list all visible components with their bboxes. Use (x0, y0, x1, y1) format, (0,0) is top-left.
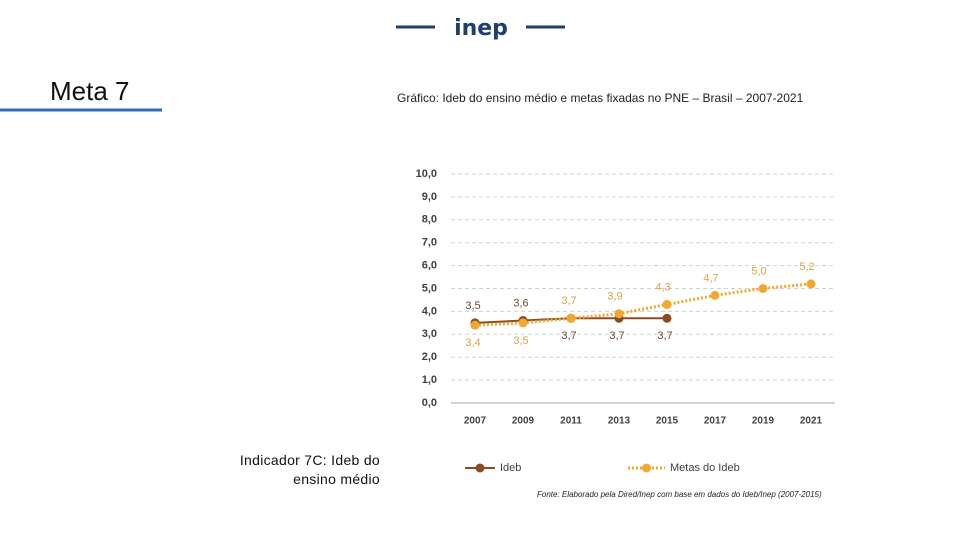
data-point (566, 313, 576, 323)
y-tick-label: 10,0 (416, 168, 437, 180)
value-label: 4,3 (655, 281, 670, 293)
value-label: 3,5 (513, 335, 528, 347)
value-label: 3,7 (561, 330, 576, 342)
y-tick-label: 0,0 (422, 397, 437, 409)
x-tick-label: 2007 (464, 416, 487, 427)
data-point (662, 300, 672, 310)
series-line (474, 282, 812, 327)
value-label: 3,6 (513, 297, 528, 309)
value-label: 3,5 (465, 300, 480, 312)
data-point (806, 279, 816, 289)
y-tick-label: 1,0 (422, 374, 437, 386)
value-label: 3,7 (561, 295, 576, 307)
y-tick-label: 4,0 (422, 305, 437, 317)
value-label: 3,7 (657, 330, 672, 342)
legend-label: Metas do Ideb (670, 462, 740, 474)
y-tick-label: 7,0 (422, 237, 437, 249)
y-tick-label: 6,0 (422, 260, 437, 272)
y-tick-label: 2,0 (422, 351, 437, 363)
x-tick-label: 2011 (560, 416, 582, 427)
y-tick-label: 9,0 (422, 191, 437, 203)
data-point (614, 309, 624, 319)
x-tick-label: 2009 (512, 416, 535, 427)
slide-heading: Meta 7 (50, 76, 130, 106)
x-tick-label: 2021 (800, 416, 823, 427)
logo: inep (454, 16, 508, 41)
value-label: 5,2 (799, 261, 814, 273)
x-tick-label: 2015 (656, 416, 679, 427)
data-point (758, 284, 768, 293)
data-point (470, 320, 480, 330)
value-label: 3,7 (609, 330, 624, 342)
x-tick-label: 2013 (608, 416, 631, 427)
data-point (710, 290, 720, 300)
x-tick-label: 2017 (704, 416, 727, 427)
value-label: 4,7 (703, 272, 718, 284)
source-note: Fonte: Elaborado pela Dired/Inep com bas… (537, 490, 822, 499)
data-point (518, 318, 528, 328)
value-label: 5,0 (751, 265, 766, 277)
y-tick-label: 3,0 (422, 328, 437, 340)
legend-marker (642, 463, 651, 473)
legend-label: Ideb (500, 462, 521, 474)
legend-marker (475, 463, 485, 473)
data-point (662, 313, 672, 323)
x-tick-label: 2019 (752, 416, 775, 427)
chart-title: Gráfico: Ideb do ensino médio e metas fi… (397, 91, 804, 105)
indicator-label: Indicador 7C: Ideb do ensino médio (239, 452, 380, 487)
value-label: 3,9 (607, 291, 622, 303)
y-tick-label: 5,0 (422, 282, 437, 294)
y-tick-label: 8,0 (422, 214, 437, 226)
value-label: 3,4 (465, 337, 480, 349)
